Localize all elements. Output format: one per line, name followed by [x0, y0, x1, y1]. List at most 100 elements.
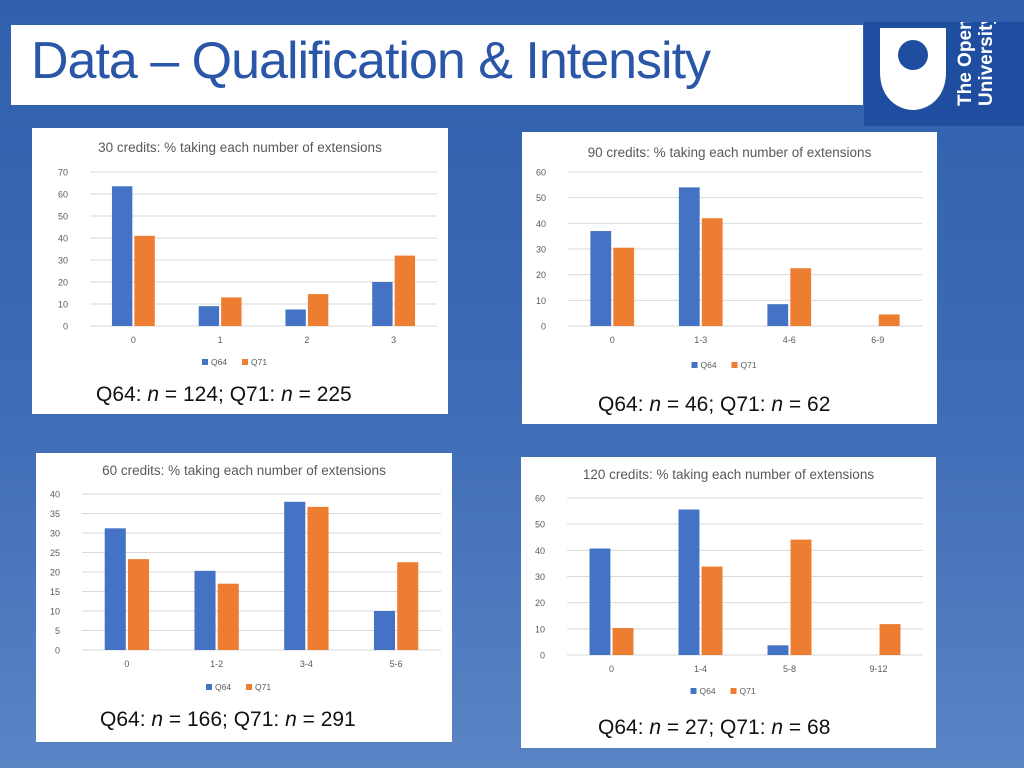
legend-label-q71: Q71: [741, 360, 757, 370]
bar-q71-4-6: [790, 268, 812, 326]
y-tick-label: 30: [50, 529, 60, 539]
bar-q71-0: [134, 235, 155, 326]
bar-q64-1-3: [678, 187, 700, 326]
caption-text: = 68: [783, 716, 831, 739]
y-tick-label: 50: [58, 212, 68, 222]
y-tick-label: 10: [535, 624, 545, 634]
caption-n-q64: n: [151, 708, 164, 731]
caption-text: Q64:: [598, 716, 650, 739]
y-tick-label: 50: [536, 193, 546, 203]
y-tick-label: 10: [50, 607, 60, 617]
y-tick-label: 25: [50, 548, 60, 558]
bar-q64-0: [104, 528, 126, 650]
caption-text: Q64:: [100, 708, 152, 731]
caption-60-credits: Q64: n = 166; Q71: n = 291: [100, 708, 356, 732]
y-tick-label: 60: [535, 494, 545, 504]
y-tick-label: 15: [50, 587, 60, 597]
caption-text: = 291: [296, 708, 356, 731]
chart-panel-60-credits: 60 credits: % taking each number of exte…: [36, 453, 452, 742]
bar-q71-2: [307, 294, 329, 326]
legend-label-q71: Q71: [251, 357, 267, 367]
legend-label-q64: Q64: [215, 682, 231, 692]
bar-q71-1: [221, 297, 242, 326]
bar-q64-1-4: [678, 509, 700, 655]
y-tick-label: 20: [536, 270, 546, 280]
legend-swatch-q71: [242, 359, 248, 365]
legend-swatch-q64: [691, 362, 698, 368]
y-tick-label: 40: [535, 546, 545, 556]
y-tick-label: 40: [536, 219, 546, 229]
bar-q64-3: [372, 282, 393, 326]
bar-q64-1-2: [194, 570, 216, 650]
bar-q64-5-6: [373, 611, 396, 650]
legend-swatch-q64: [206, 684, 212, 690]
x-tick-label: 6-9: [871, 335, 884, 345]
x-tick-label: 3-4: [300, 659, 313, 669]
caption-n-q64: n: [649, 716, 662, 739]
caption-n-q64: n: [649, 393, 662, 416]
caption-text: = 27; Q71:: [661, 716, 772, 739]
legend-label-q64: Q64: [701, 360, 717, 370]
bar-q64-4-6: [767, 304, 789, 326]
caption-n-q71: n: [281, 383, 293, 406]
x-tick-label: 9-12: [869, 664, 887, 674]
chart-60-credits: 60 credits: % taking each number of exte…: [50, 463, 441, 692]
x-tick-label: 1-2: [210, 659, 223, 669]
bar-q71-6-9: [878, 314, 900, 326]
bar-q71-5-8: [790, 539, 812, 655]
x-tick-label: 1: [218, 335, 223, 345]
y-tick-label: 50: [535, 520, 545, 530]
y-tick-label: 20: [58, 278, 68, 288]
x-tick-label: 1-4: [694, 664, 707, 674]
bar-q64-0: [589, 548, 611, 655]
logo-text-line1: The Open: [955, 22, 976, 106]
caption-text: = 124; Q71:: [159, 383, 282, 406]
legend-swatch-q64: [690, 688, 697, 694]
caption-text: Q64:: [598, 393, 650, 416]
x-tick-label: 5-6: [390, 659, 403, 669]
y-tick-label: 35: [50, 509, 60, 519]
chart-title: 60 credits: % taking each number of exte…: [102, 463, 386, 478]
y-tick-label: 40: [50, 490, 60, 500]
chart-90-credits: 90 credits: % taking each number of exte…: [536, 145, 922, 370]
y-tick-label: 10: [58, 300, 68, 310]
chart-panel-120-credits: 120 credits: % taking each number of ext…: [521, 457, 936, 748]
legend-swatch-q71: [731, 362, 738, 368]
chart-120-credits: 120 credits: % taking each number of ext…: [535, 467, 923, 696]
x-tick-label: 1-3: [694, 335, 707, 345]
caption-text: = 46; Q71:: [661, 393, 772, 416]
caption-text: = 225: [292, 383, 352, 406]
caption-n-q64: n: [147, 383, 160, 406]
x-tick-label: 0: [609, 664, 614, 674]
bar-q71-3-4: [307, 506, 329, 650]
caption-n-q71: n: [771, 393, 784, 416]
x-tick-label: 0: [124, 659, 129, 669]
caption-120-credits: Q64: n = 27; Q71: n = 68: [598, 716, 830, 740]
legend-label-q64: Q64: [700, 686, 716, 696]
bar-q64-3-4: [284, 501, 306, 650]
bar-q64-0: [111, 186, 133, 326]
chart-title: 90 credits: % taking each number of exte…: [588, 145, 872, 160]
chart-30-credits: 30 credits: % taking each number of exte…: [58, 140, 437, 367]
bar-q71-0: [612, 628, 634, 655]
y-tick-label: 20: [535, 598, 545, 608]
y-tick-label: 60: [536, 168, 546, 178]
bar-q71-5-6: [397, 562, 419, 650]
bar-q71-1-3: [701, 218, 723, 326]
bar-q71-1-2: [217, 583, 239, 650]
y-tick-label: 0: [541, 322, 546, 332]
open-university-shield-logo-icon: The Open University: [880, 14, 997, 110]
bar-q64-2: [285, 309, 306, 326]
legend-swatch-q71: [246, 684, 252, 690]
chart-panel-90-credits: 90 credits: % taking each number of exte…: [522, 132, 937, 424]
y-tick-label: 5: [55, 626, 60, 636]
bar-q71-0: [613, 247, 635, 326]
caption-90-credits: Q64: n = 46; Q71: n = 62: [598, 393, 830, 417]
x-tick-label: 3: [391, 335, 396, 345]
legend-label-q71: Q71: [740, 686, 756, 696]
chart-title: 120 credits: % taking each number of ext…: [583, 467, 874, 482]
y-tick-label: 70: [58, 168, 68, 178]
y-tick-label: 0: [540, 651, 545, 661]
slide-title: Data – Qualification & Intensity: [31, 32, 711, 90]
y-tick-label: 0: [55, 646, 60, 656]
